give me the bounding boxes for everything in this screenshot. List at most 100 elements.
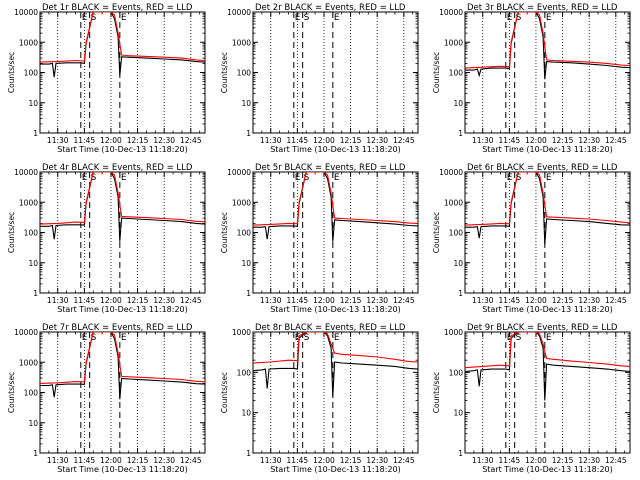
plot-frame [39,331,206,454]
x-tick-label: 11:30 [260,456,282,465]
y-tick-label: 1000 [19,358,38,367]
y-tick-label: 100 [449,69,464,78]
x-tick-label: 11:45 [287,296,309,305]
y-tick-label: 1 [458,129,463,138]
x-tick-label: 12:00 [100,456,122,465]
y-tick-label: 100 [449,368,464,377]
event-marker-label: E [334,13,340,23]
x-tick-label: 11:45 [499,456,521,465]
series-group [253,332,418,397]
x-tick-label: 12:45 [605,136,627,145]
series-line-events [465,172,630,245]
y-tick-label: 100 [237,368,252,377]
x-tick-label: 12:30 [578,456,600,465]
series-line-events [40,332,205,400]
x-axis-label: Start Time (10-Dec-13 11:18:20) [270,305,401,314]
y-tick-label: 1 [246,449,251,458]
event-marker-label: S [516,13,522,23]
y-tick-label: 100 [449,229,464,238]
x-tick-label: 12:00 [313,136,335,145]
y-tick-label: 10000 [227,8,251,17]
y-tick-label: 10 [28,419,38,428]
plot-frame [464,171,631,294]
x-tick-label: 12:45 [393,296,415,305]
y-tick-label: 1000 [444,328,463,337]
x-tick-label: 12:30 [366,296,388,305]
y-tick-label: 10000 [439,168,463,177]
x-tick-label: 12:00 [525,456,547,465]
x-tick-label: 12:30 [153,456,175,465]
event-marker-label: E [295,333,301,343]
series-line-lld [465,172,630,226]
x-axis-label: Start Time (10-Dec-13 11:18:20) [482,465,613,474]
x-tick-label: 11:30 [47,296,69,305]
series-line-events [465,12,630,80]
series-group [465,332,630,401]
y-tick-label: 1 [33,289,38,298]
event-marker-label: S [91,173,97,183]
event-marker-label: E [121,333,127,343]
event-marker-label: E [121,13,127,23]
y-tick-label: 1000 [444,198,463,207]
x-tick-label: 12:15 [340,456,362,465]
panel-title: Det 8r BLACK = Events, RED = LLD [255,323,406,333]
x-tick-label: 12:30 [578,296,600,305]
event-marker-label: S [304,173,310,183]
plot-frame [39,11,206,134]
panel-title: Det 3r BLACK = Events, RED = LLD [467,3,618,13]
x-tick-label: 12:45 [605,296,627,305]
event-marker-label: E [82,173,88,183]
x-tick-label: 11:30 [260,296,282,305]
y-axis-label: Counts/sec [220,372,229,413]
event-marker-label: S [516,333,522,343]
y-tick-label: 10000 [227,168,251,177]
series-group [253,172,418,242]
x-axis-label: Start Time (10-Dec-13 11:18:20) [57,465,188,474]
y-tick-label: 1 [246,129,251,138]
panel-title: Det 5r BLACK = Events, RED = LLD [255,163,406,173]
event-marker-label: E [546,173,552,183]
x-tick-label: 12:00 [525,136,547,145]
plot-frame [39,171,206,294]
x-axis-label: Start Time (10-Dec-13 11:18:20) [270,465,401,474]
x-tick-label: 12:30 [578,136,600,145]
series-line-lld [40,332,205,384]
event-marker-label: E [507,13,513,23]
series-line-events [40,172,205,242]
y-axis-label: Counts/sec [7,212,16,253]
event-marker-label: E [546,13,552,23]
y-axis-label: Counts/sec [432,372,441,413]
event-marker-label: E [334,173,340,183]
panel-title: Det 1r BLACK = Events, RED = LLD [42,3,193,13]
y-axis-label: Counts/sec [220,52,229,93]
x-tick-label: 11:45 [499,296,521,305]
panel-title: Det 9r BLACK = Events, RED = LLD [467,323,618,333]
y-tick-label: 10 [28,99,38,108]
event-marker-label: E [121,173,127,183]
series-group [40,172,205,242]
x-tick-label: 11:30 [472,136,494,145]
y-tick-label: 100 [237,229,252,238]
y-tick-label: 10 [241,99,251,108]
x-tick-label: 11:45 [499,136,521,145]
event-marker-label: E [82,333,88,343]
series-group [40,12,205,78]
y-tick-label: 10000 [14,328,38,337]
y-tick-label: 10 [453,259,463,268]
x-tick-label: 12:00 [313,296,335,305]
y-tick-label: 1 [33,129,38,138]
y-tick-label: 10 [453,99,463,108]
x-tick-label: 12:15 [552,456,574,465]
x-tick-label: 11:30 [47,456,69,465]
y-axis-label: Counts/sec [7,52,16,93]
series-group [465,12,630,80]
y-tick-label: 1000 [444,38,463,47]
y-tick-label: 1 [246,289,251,298]
x-tick-label: 12:15 [127,456,149,465]
y-tick-label: 10000 [14,168,38,177]
